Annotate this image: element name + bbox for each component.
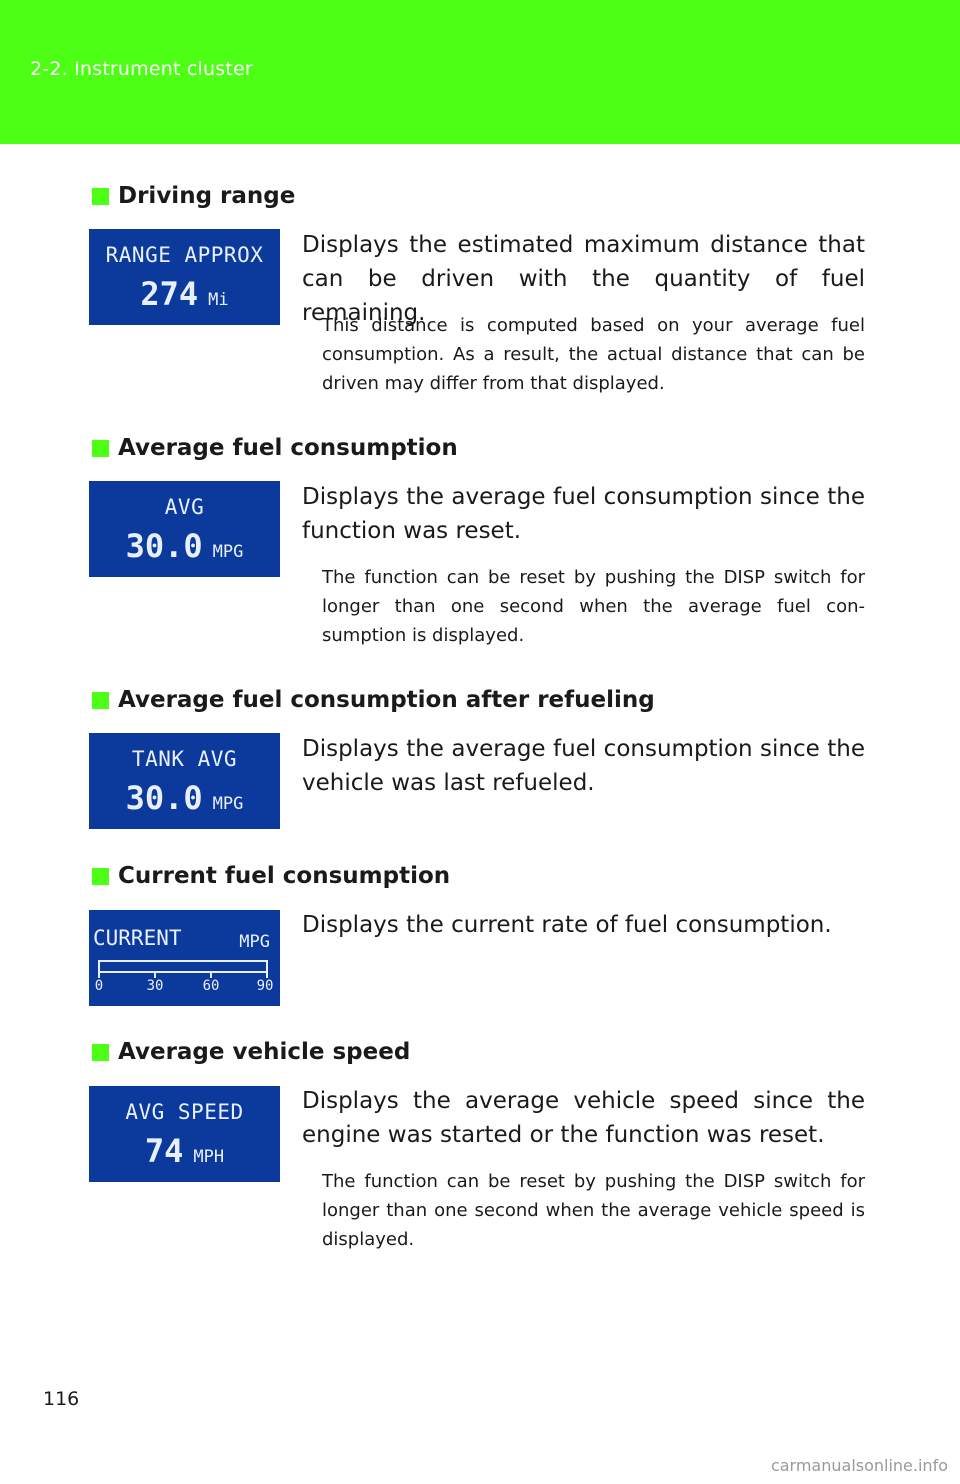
description-average-after-refueling: Displays the average fuel consumption si… xyxy=(302,736,865,796)
square-bullet-icon xyxy=(92,1043,109,1061)
heading-text: Average vehicle speed xyxy=(118,1039,411,1065)
fuel-consumption-bar xyxy=(98,960,268,973)
lcd-average-fuel-consumption: AVG 30.0 MPG xyxy=(89,481,280,577)
note-driving-range: This distance is computed based on your … xyxy=(322,315,865,394)
heading-driving-range: Driving range xyxy=(92,181,295,211)
description-average-vehicle-speed: Displays the average vehicle speed since… xyxy=(302,1088,865,1148)
heading-text: Driving range xyxy=(118,183,296,209)
lcd-label: AVG SPEED xyxy=(125,1100,244,1124)
lcd-value: 74 xyxy=(144,1132,184,1170)
note-average-fuel-consumption: The function can be reset by pushing the… xyxy=(322,567,865,646)
note-average-vehicle-speed: The function can be reset by pushing the… xyxy=(322,1171,865,1250)
lcd-driving-range: RANGE APPROX 274 Mi xyxy=(89,229,280,325)
lcd-reading: 30.0 MPG xyxy=(89,527,280,565)
lcd-value: 30.0 xyxy=(125,527,203,565)
description-driving-range: Displays the estimated maximum distance … xyxy=(302,232,865,326)
heading-current-fuel-consumption: Current fuel consumption xyxy=(92,861,450,891)
lcd-unit: MPG xyxy=(212,542,244,562)
lcd-unit: MPH xyxy=(193,1147,225,1167)
scale-tick xyxy=(154,973,156,978)
scale-tick xyxy=(266,973,268,978)
lcd-reading: 30.0 MPG xyxy=(89,779,280,817)
scale-label: 0 xyxy=(94,978,104,994)
lcd-tank-average: TANK AVG 30.0 MPG xyxy=(89,733,280,829)
scale-label: 30 xyxy=(146,978,164,994)
heading-average-vehicle-speed: Average vehicle speed xyxy=(92,1037,410,1067)
lcd-reading: 74 MPH xyxy=(89,1132,280,1170)
square-bullet-icon xyxy=(92,691,109,709)
section-title: 2-2. Instrument cluster xyxy=(30,58,253,80)
page-number: 116 xyxy=(43,1388,80,1410)
lcd-unit: MPG xyxy=(212,794,244,814)
lcd-unit: MPG xyxy=(239,932,270,952)
lcd-value: 30.0 xyxy=(125,779,203,817)
lcd-unit: Mi xyxy=(208,290,229,310)
lcd-label: TANK AVG xyxy=(131,747,238,771)
heading-average-fuel-consumption: Average fuel consumption xyxy=(92,433,458,463)
description-average-fuel-consumption: Displays the average fuel consumption si… xyxy=(302,484,865,544)
lcd-label: RANGE APPROX xyxy=(105,243,264,267)
description-current-fuel-consumption: Displays the current rate of fuel consum… xyxy=(302,912,832,938)
lcd-label: CURRENT xyxy=(93,926,182,950)
lcd-value: 274 xyxy=(140,275,199,313)
scale-tick xyxy=(98,973,100,978)
lcd-reading: 274 Mi xyxy=(89,275,280,313)
scale-label: 60 xyxy=(202,978,220,994)
scale-tick xyxy=(210,973,212,978)
lcd-label: AVG xyxy=(164,495,205,519)
heading-average-after-refueling: Average fuel consumption after refueling xyxy=(92,685,655,715)
lcd-current-fuel-consumption: CURRENT MPG 0 30 60 90 xyxy=(89,910,280,1006)
square-bullet-icon xyxy=(92,439,109,457)
page-header: 2-2. Instrument cluster xyxy=(0,0,960,144)
watermark: carmanualsonline.info xyxy=(770,1456,948,1475)
square-bullet-icon xyxy=(92,187,109,205)
lcd-average-vehicle-speed: AVG SPEED 74 MPH xyxy=(89,1086,280,1182)
heading-text: Average fuel consumption after refueling xyxy=(118,687,655,713)
heading-text: Average fuel consumption xyxy=(118,435,458,461)
square-bullet-icon xyxy=(92,867,109,885)
scale-label: 90 xyxy=(256,978,274,994)
heading-text: Current fuel consumption xyxy=(118,863,451,889)
